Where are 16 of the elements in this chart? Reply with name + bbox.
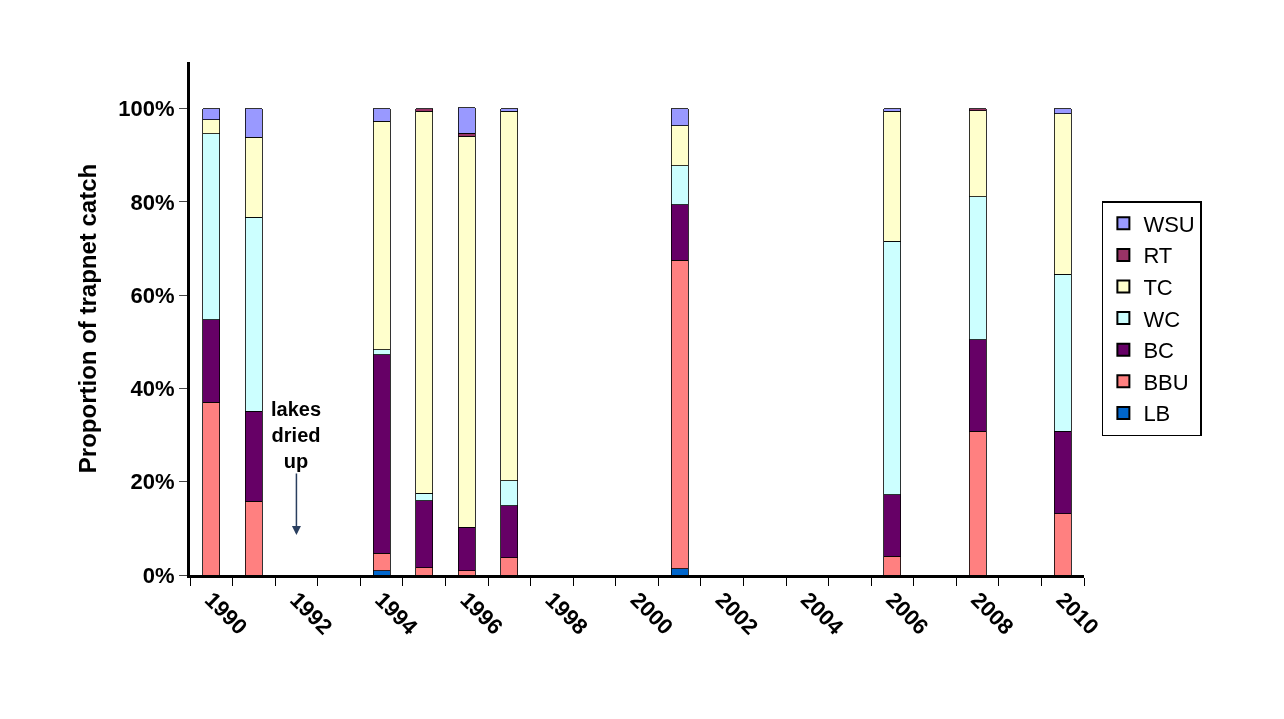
y-tick-label: 40% <box>130 376 175 402</box>
legend-label: WC <box>1143 306 1181 332</box>
legend-label: WSU <box>1143 211 1195 237</box>
y-tick-label: 20% <box>130 469 175 495</box>
legend-label: RT <box>1143 243 1173 269</box>
legend-label: LB <box>1143 401 1171 427</box>
y-axis-title: Proportion of trapnet catch <box>74 163 102 474</box>
legend-label: BBU <box>1143 369 1189 395</box>
y-tick-label: 60% <box>130 282 175 308</box>
y-tick-label: 100% <box>118 96 175 122</box>
annotation: lakes dried up <box>271 398 322 472</box>
legend-label: BC <box>1143 338 1175 364</box>
legend-label: TC <box>1143 275 1173 301</box>
bar <box>457 107 476 134</box>
y-tick-label: 0% <box>142 562 175 588</box>
y-tick-label: 80% <box>130 189 175 215</box>
